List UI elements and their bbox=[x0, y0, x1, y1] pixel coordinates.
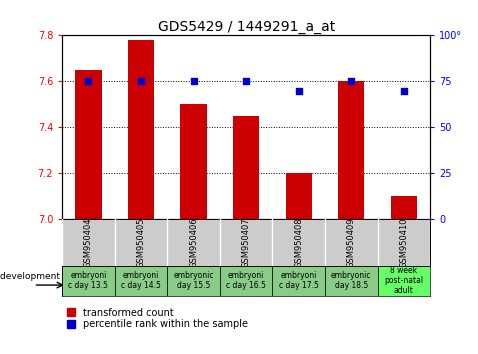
Text: embryoni
c day 13.5: embryoni c day 13.5 bbox=[68, 271, 109, 290]
Text: 8 week
post-natal
adult: 8 week post-natal adult bbox=[384, 266, 424, 296]
Bar bbox=[378, 266, 430, 296]
Point bbox=[137, 79, 145, 84]
Legend: transformed count, percentile rank within the sample: transformed count, percentile rank withi… bbox=[67, 308, 248, 330]
Text: GSM950405: GSM950405 bbox=[137, 217, 145, 268]
Bar bbox=[220, 266, 272, 296]
Text: GSM950408: GSM950408 bbox=[294, 217, 303, 268]
Bar bbox=[128, 40, 154, 219]
Bar bbox=[285, 173, 312, 219]
Point bbox=[295, 88, 303, 93]
Text: GSM950404: GSM950404 bbox=[84, 217, 93, 268]
Bar bbox=[325, 266, 378, 296]
Bar bbox=[233, 116, 259, 219]
Bar bbox=[62, 266, 115, 296]
Bar bbox=[338, 81, 364, 219]
Point bbox=[242, 79, 250, 84]
Bar bbox=[167, 266, 220, 296]
Text: embryoni
c day 16.5: embryoni c day 16.5 bbox=[226, 271, 266, 290]
Bar bbox=[272, 266, 325, 296]
Title: GDS5429 / 1449291_a_at: GDS5429 / 1449291_a_at bbox=[158, 21, 335, 34]
Text: embryoni
c day 17.5: embryoni c day 17.5 bbox=[279, 271, 319, 290]
Text: development stage: development stage bbox=[0, 272, 88, 280]
Text: embryoni
c day 14.5: embryoni c day 14.5 bbox=[121, 271, 161, 290]
Text: GSM950406: GSM950406 bbox=[189, 217, 198, 268]
Point bbox=[85, 79, 92, 84]
Bar bbox=[391, 196, 417, 219]
Text: GSM950409: GSM950409 bbox=[347, 217, 356, 268]
Point bbox=[190, 79, 197, 84]
Text: GSM950407: GSM950407 bbox=[242, 217, 250, 268]
Bar bbox=[180, 104, 206, 219]
Text: embryonic
day 18.5: embryonic day 18.5 bbox=[331, 271, 371, 290]
Point bbox=[400, 88, 408, 93]
Text: embryonic
day 15.5: embryonic day 15.5 bbox=[174, 271, 214, 290]
Text: GSM950410: GSM950410 bbox=[400, 217, 408, 268]
Bar bbox=[115, 266, 167, 296]
Bar bbox=[75, 70, 101, 219]
Point bbox=[348, 79, 355, 84]
